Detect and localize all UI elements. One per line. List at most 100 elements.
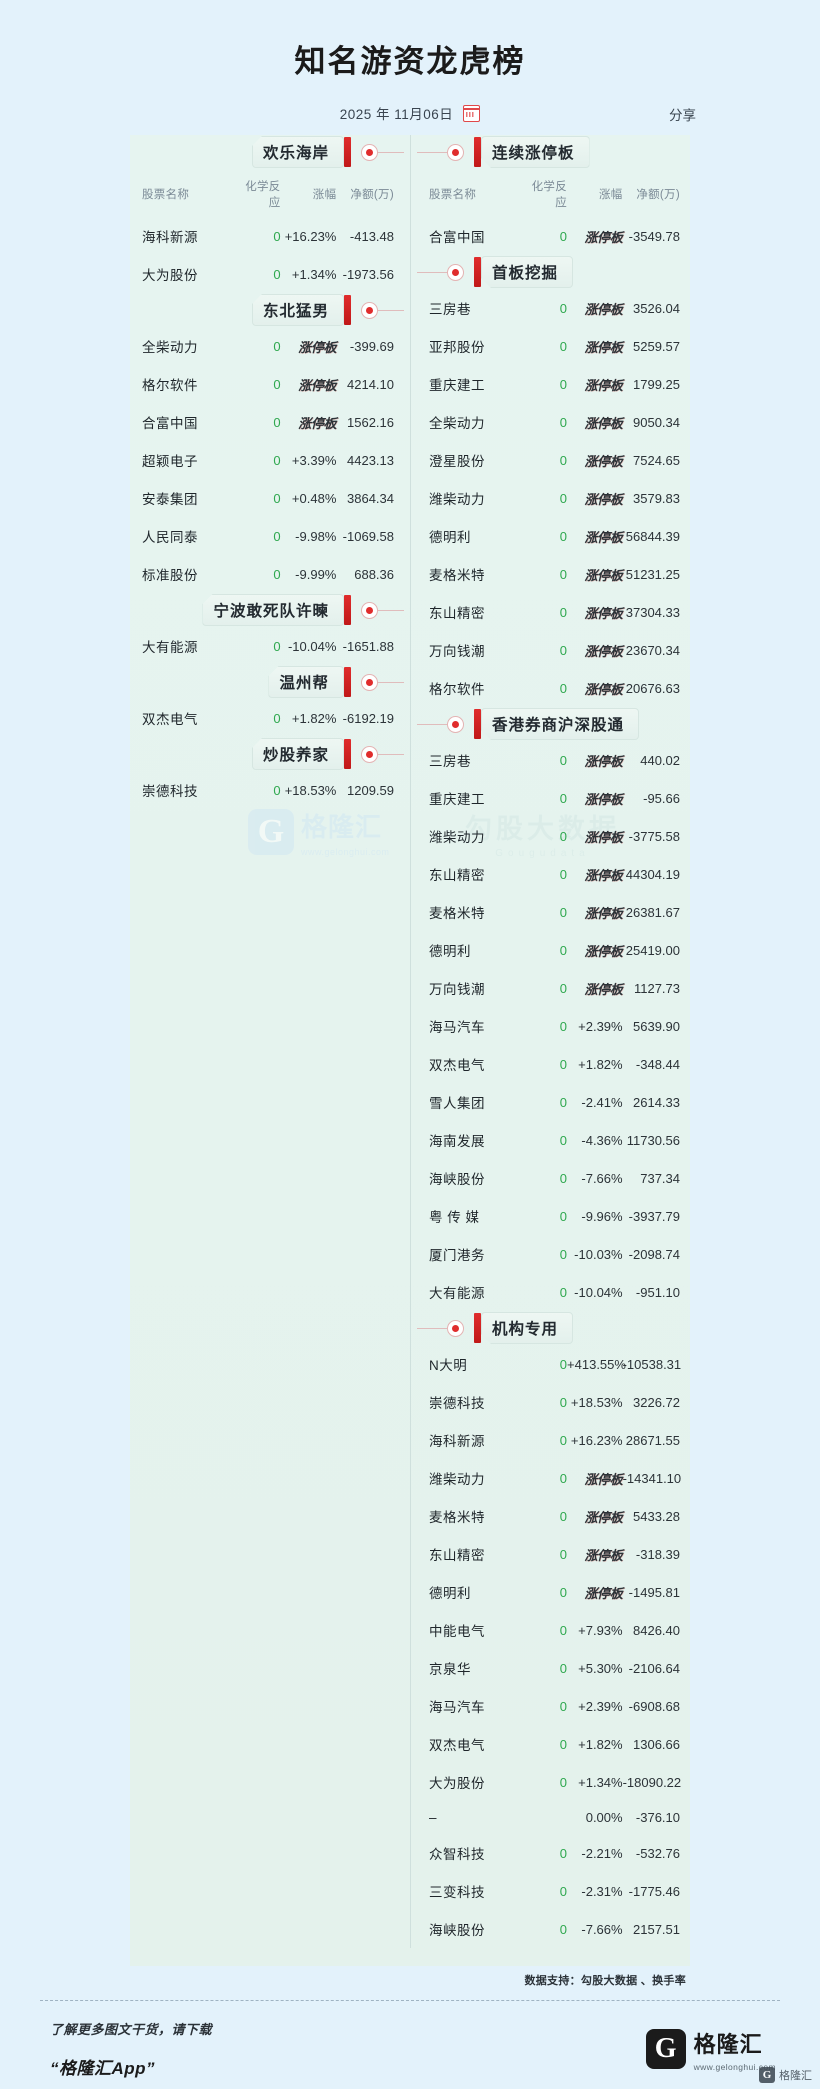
table-row[interactable]: 海马汽车 0 +2.39% 5639.90 bbox=[417, 1007, 690, 1045]
cell-change: +16.23% bbox=[284, 228, 337, 244]
cell-stock-name: 海峡股份 bbox=[429, 1172, 485, 1187]
table-row[interactable]: 双杰电气 0 +1.82% -348.44 bbox=[417, 1045, 690, 1083]
table-row[interactable]: 大有能源 0 -10.04% -1651.88 bbox=[130, 627, 404, 665]
table-row[interactable]: 德明利 0 涨停板 25419.00 bbox=[417, 931, 690, 969]
table-row[interactable]: 厦门港务 0 -10.03% -2098.74 bbox=[417, 1235, 690, 1273]
table-row[interactable]: 合富中国 0 涨停板 1562.16 bbox=[130, 403, 404, 441]
cell-net: -1069.58 bbox=[342, 528, 394, 544]
table-row[interactable]: 澄星股份 0 涨停板 7524.65 bbox=[417, 441, 690, 479]
table-row[interactable]: 大为股份 0 +1.34% -1973.56 bbox=[130, 255, 404, 293]
cell-change: 0.00% bbox=[585, 1810, 623, 1825]
section-tag-right-2[interactable]: 香港券商沪深股通 bbox=[481, 708, 639, 740]
calendar-icon[interactable] bbox=[463, 104, 481, 122]
cell-net: -413.48 bbox=[349, 228, 394, 244]
table-row[interactable]: 双杰电气 0 +1.82% -6192.19 bbox=[130, 699, 404, 737]
cell-stock-name: 大为股份 bbox=[142, 268, 198, 283]
table-row[interactable]: 人民同泰 0 -9.98% -1069.58 bbox=[130, 517, 404, 555]
cell-stock-name: 重庆建工 bbox=[429, 792, 485, 807]
cell-chem: 0 bbox=[559, 1056, 568, 1072]
section-tag-right-3[interactable]: 机构专用 bbox=[481, 1312, 573, 1344]
table-row[interactable]: 重庆建工 0 涨停板 1799.25 bbox=[417, 365, 690, 403]
table-row[interactable]: 潍柴动力 0 涨停板 -14341.10 bbox=[417, 1459, 690, 1497]
table-row[interactable]: 东山精密 0 涨停板 44304.19 bbox=[417, 855, 690, 893]
table-row[interactable]: 全柴动力 0 涨停板 -399.69 bbox=[130, 327, 404, 365]
cell-change: +1.34% bbox=[578, 1774, 623, 1790]
table-row[interactable]: 海峡股份 0 -7.66% 737.34 bbox=[417, 1159, 690, 1197]
cell-stock-name: 双杰电气 bbox=[429, 1058, 485, 1073]
cell-net: 11730.56 bbox=[626, 1132, 680, 1148]
table-row[interactable]: 安泰集团 0 +0.48% 3864.34 bbox=[130, 479, 404, 517]
cell-chem: 0 bbox=[273, 338, 281, 354]
table-row[interactable]: 合富中国 0 涨停板 -3549.78 bbox=[417, 217, 690, 255]
table-row[interactable]: 大为股份 0 +1.34% -18090.22 bbox=[417, 1763, 690, 1801]
accent-bar-icon bbox=[474, 257, 481, 287]
col-header-net: 净额(万) bbox=[636, 189, 680, 201]
section-tag-right-0[interactable]: 连续涨停板 bbox=[481, 136, 590, 168]
table-row[interactable]: 麦格米特 0 涨停板 51231.25 bbox=[417, 555, 690, 593]
table-row[interactable]: 格尔软件 0 涨停板 20676.63 bbox=[417, 669, 690, 707]
accent-bar-icon bbox=[474, 1313, 481, 1343]
section-tag-left-4[interactable]: 炒股养家 bbox=[251, 738, 344, 770]
section-table: 双杰电气 0 +1.82% -6192.19 bbox=[130, 699, 404, 737]
cell-change: -2.31% bbox=[581, 1883, 623, 1899]
table-row[interactable]: 重庆建工 0 涨停板 -95.66 bbox=[417, 779, 690, 817]
table-row[interactable]: 崇德科技 0 +18.53% 1209.59 bbox=[130, 771, 404, 809]
table-row[interactable]: 海峡股份 0 -7.66% 2157.51 bbox=[417, 1910, 690, 1948]
cell-change: 涨停板 bbox=[584, 229, 623, 245]
table-row[interactable]: 超颖电子 0 +3.39% 4423.13 bbox=[130, 441, 404, 479]
share-button[interactable]: 分享 bbox=[669, 108, 696, 123]
section-tag-right-1[interactable]: 首板挖掘 bbox=[481, 256, 573, 288]
table-row[interactable]: 万向钱潮 0 涨停板 1127.73 bbox=[417, 969, 690, 1007]
cell-net: 737.34 bbox=[640, 1170, 680, 1186]
table-row[interactable]: 海马汽车 0 +2.39% -6908.68 bbox=[417, 1687, 690, 1725]
table-row[interactable]: 亚邦股份 0 涨停板 5259.57 bbox=[417, 327, 690, 365]
table-row[interactable]: 全柴动力 0 涨停板 9050.34 bbox=[417, 403, 690, 441]
section-tag-left-0[interactable]: 欢乐海岸 bbox=[251, 136, 344, 168]
table-row[interactable]: 潍柴动力 0 涨停板 3579.83 bbox=[417, 479, 690, 517]
cell-change: 涨停板 bbox=[584, 1471, 623, 1487]
cell-change: -2.21% bbox=[581, 1845, 623, 1861]
cell-net: 56844.39 bbox=[625, 528, 680, 544]
table-row[interactable]: 三房巷 0 涨停板 3526.04 bbox=[417, 289, 690, 327]
table-row[interactable]: 东山精密 0 涨停板 -318.39 bbox=[417, 1535, 690, 1573]
table-row[interactable]: 万向钱潮 0 涨停板 23670.34 bbox=[417, 631, 690, 669]
table-row[interactable]: 京泉华 0 +5.30% -2106.64 bbox=[417, 1649, 690, 1687]
table-row[interactable]: 粤 传 媒 0 -9.96% -3937.79 bbox=[417, 1197, 690, 1235]
cell-stock-name: 合富中国 bbox=[142, 416, 198, 431]
table-row[interactable]: 海南发展 0 -4.36% 11730.56 bbox=[417, 1121, 690, 1159]
accent-bar-icon bbox=[344, 595, 351, 625]
table-row[interactable]: 众智科技 0 -2.21% -532.76 bbox=[417, 1834, 690, 1872]
table-row[interactable]: 三变科技 0 -2.31% -1775.46 bbox=[417, 1872, 690, 1910]
cell-chem bbox=[529, 1801, 567, 1834]
table-row[interactable]: 中能电气 0 +7.93% 8426.40 bbox=[417, 1611, 690, 1649]
section-tag-left-1[interactable]: 东北猛男 bbox=[251, 294, 344, 326]
table-row[interactable]: 德明利 0 涨停板 -1495.81 bbox=[417, 1573, 690, 1611]
section-tag-left-3[interactable]: 温州帮 bbox=[268, 666, 344, 698]
table-row[interactable]: 海科新源 0 +16.23% 28671.55 bbox=[417, 1421, 690, 1459]
table-row[interactable]: 雪人集团 0 -2.41% 2614.33 bbox=[417, 1083, 690, 1121]
cell-net: -1495.81 bbox=[628, 1584, 680, 1600]
cell-chem: 0 bbox=[559, 1883, 568, 1899]
table-row[interactable]: 双杰电气 0 +1.82% 1306.66 bbox=[417, 1725, 690, 1763]
table-row[interactable]: 麦格米特 0 涨停板 26381.67 bbox=[417, 893, 690, 931]
table-row[interactable]: 德明利 0 涨停板 56844.39 bbox=[417, 517, 690, 555]
table-row[interactable]: 麦格米特 0 涨停板 5433.28 bbox=[417, 1497, 690, 1535]
footer-promo-line2: “格隆汇App” bbox=[50, 2059, 156, 2078]
table-row[interactable]: 崇德科技 0 +18.53% 3226.72 bbox=[417, 1383, 690, 1421]
col-header-net: 净额(万) bbox=[350, 189, 394, 201]
connector-line bbox=[378, 753, 404, 755]
table-row[interactable]: 大有能源 0 -10.04% -951.10 bbox=[417, 1273, 690, 1311]
table-row[interactable]: 格尔软件 0 涨停板 4214.10 bbox=[130, 365, 404, 403]
table-row[interactable]: 潍柴动力 0 涨停板 -3775.58 bbox=[417, 817, 690, 855]
table-row[interactable]: 东山精密 0 涨停板 37304.33 bbox=[417, 593, 690, 631]
table-row[interactable]: 三房巷 0 涨停板 440.02 bbox=[417, 741, 690, 779]
table-row[interactable]: – 0.00% -376.10 bbox=[417, 1801, 690, 1834]
cell-net: 51231.25 bbox=[625, 566, 680, 582]
section-table: 大有能源 0 -10.04% -1651.88 bbox=[130, 627, 404, 665]
section-tag-left-2[interactable]: 宁波敢死队许暕 bbox=[202, 594, 344, 626]
table-row[interactable]: N大明 0 +413.55% -10538.31 bbox=[417, 1345, 690, 1383]
table-row[interactable]: 海科新源 0 +16.23% -413.48 bbox=[130, 217, 404, 255]
table-row[interactable]: 标准股份 0 -9.99% 688.36 bbox=[130, 555, 404, 593]
right-column: 连续涨停板 股票名称 化学反应 涨幅 净额(万) 合富中国 0 涨停板 -3549.78 首板挖掘… bbox=[410, 135, 690, 1948]
